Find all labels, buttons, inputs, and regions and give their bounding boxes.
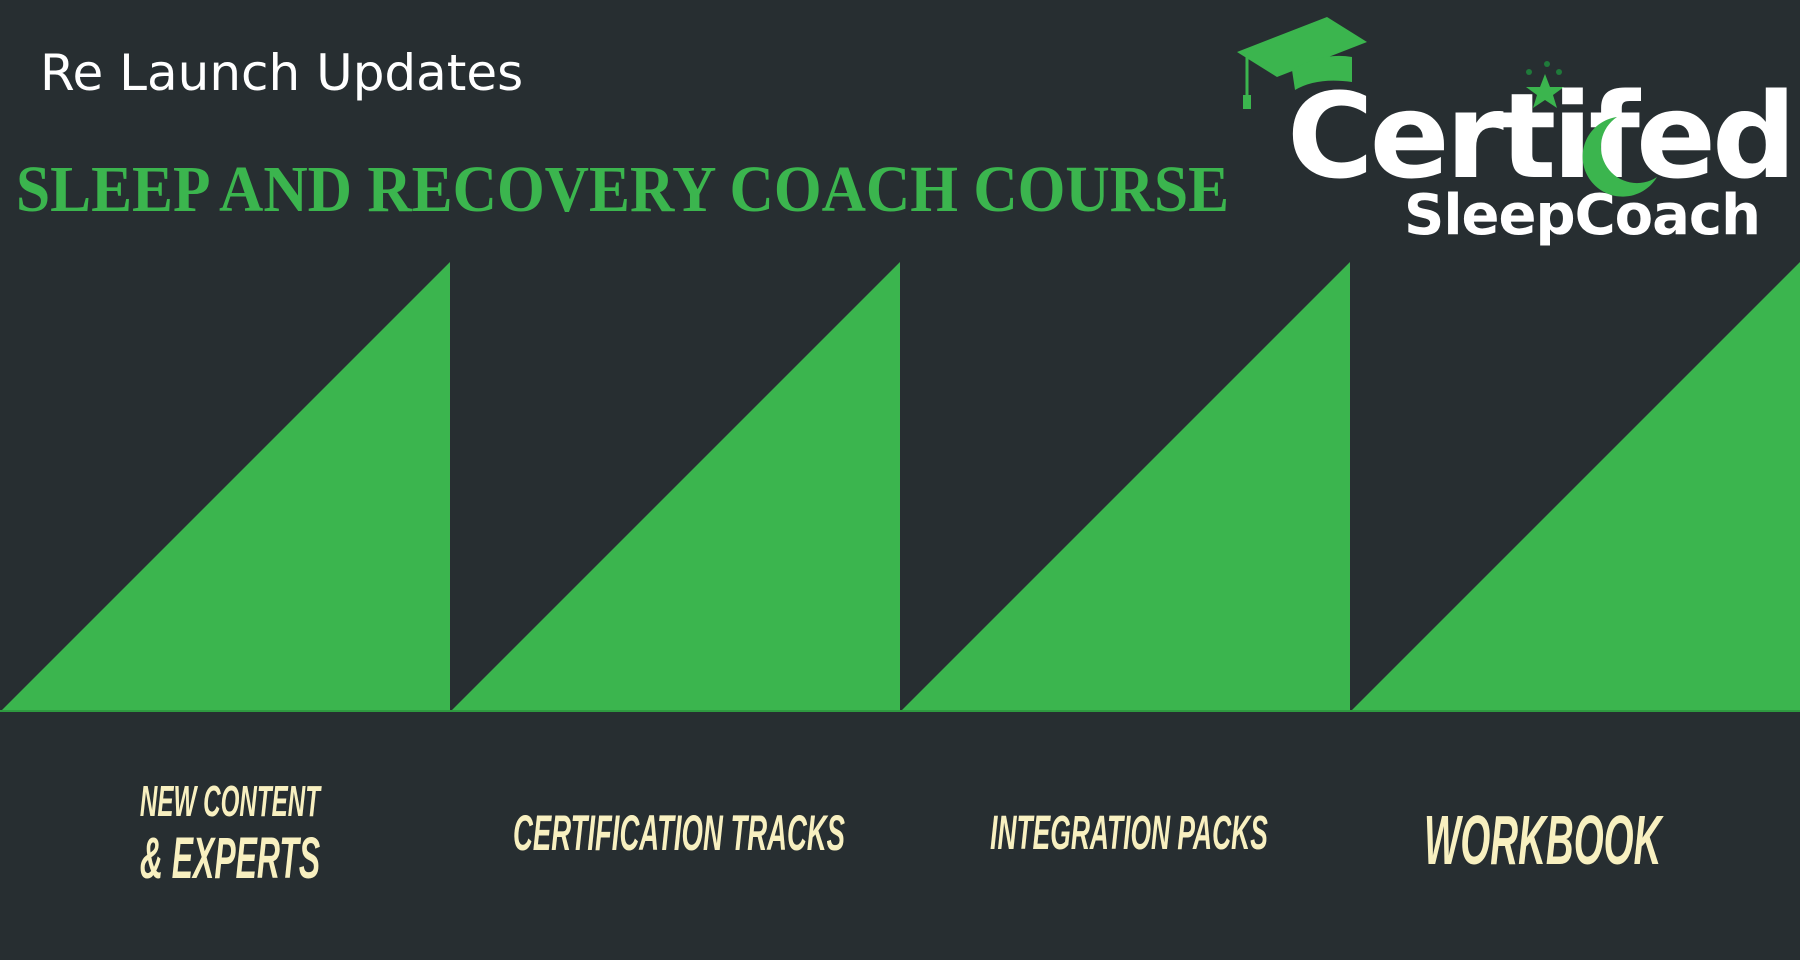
- svg-text:Certifed: Certifed: [1287, 67, 1787, 205]
- svg-text:SleepCoach: SleepCoach: [1404, 183, 1760, 247]
- triangle-4: [1350, 262, 1800, 712]
- feature-label-text: WORKBOOK: [1424, 801, 1662, 879]
- headline: SLEEP AND RECOVERY COACH COURSE: [16, 153, 1230, 226]
- subtitle: Re Launch Updates: [40, 44, 524, 102]
- certified-sleep-coach-logo: Certifed SleepCoach: [1237, 17, 1787, 247]
- feature-label-text: CERTIFICATION TRACKS: [513, 805, 846, 861]
- triangle-1: [0, 262, 450, 712]
- triangle-3: [900, 262, 1350, 712]
- feature-label-line1: NEW CONTENT: [139, 777, 321, 826]
- graduation-cap-icon: [1237, 17, 1367, 109]
- feature-label-integration-packs: INTEGRATION PACKS: [964, 810, 1294, 858]
- stars-icon: [1526, 61, 1564, 108]
- feature-triangles: [0, 262, 1800, 712]
- feature-label-certification-tracks: CERTIFICATION TRACKS: [513, 805, 846, 861]
- feature-label-workbook: WORKBOOK: [1424, 805, 1661, 875]
- feature-label-text: INTEGRATION PACKS: [990, 807, 1268, 860]
- feature-label-line2: & EXPERTS: [139, 826, 321, 891]
- triangle-2: [450, 262, 900, 712]
- feature-label-new-content: NEW CONTENT & EXPERTS: [120, 780, 340, 888]
